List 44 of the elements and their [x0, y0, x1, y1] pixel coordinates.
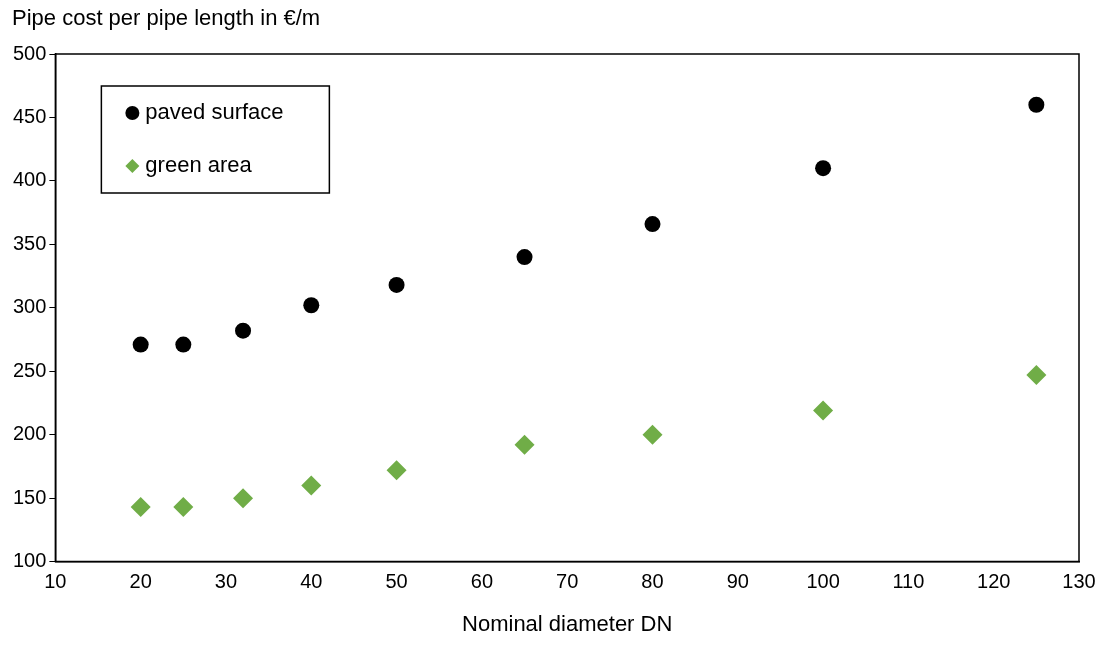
y-tick-label: 250: [12, 358, 47, 381]
y-tick-label: 200: [12, 422, 47, 445]
x-tick-label: 10: [44, 570, 67, 593]
x-axis-title: Nominal diameter DN: [462, 610, 673, 636]
point: [173, 497, 194, 518]
x-tick-label: 30: [214, 570, 238, 593]
point: [130, 497, 151, 518]
x-tick-label: 70: [556, 570, 579, 593]
y-tick-label: 500: [12, 41, 47, 64]
y-tick-label: 150: [12, 485, 47, 508]
x-tick-label: 120: [977, 570, 1011, 593]
x-tick-label: 130: [1062, 570, 1096, 593]
point: [642, 424, 663, 445]
point: [1026, 365, 1047, 386]
point: [132, 336, 149, 353]
x-tick-label: 20: [129, 570, 152, 593]
y-tick-label: 350: [12, 231, 47, 254]
y-axis-title: Pipe cost per pipe length in €/m: [12, 5, 321, 31]
legend-label: green area: [145, 152, 253, 178]
point: [516, 249, 533, 266]
point: [644, 216, 661, 233]
x-tick-label: 40: [300, 570, 323, 593]
y-tick-label: 400: [12, 168, 47, 191]
x-tick-label: 110: [892, 570, 925, 593]
point: [303, 297, 320, 314]
point: [233, 488, 254, 509]
x-tick-label: 50: [385, 570, 408, 593]
x-tick-label: 60: [470, 570, 494, 593]
y-tick-label: 100: [12, 549, 47, 572]
point: [301, 475, 322, 496]
legend-label: paved surface: [145, 99, 284, 125]
x-tick-label: 100: [806, 570, 840, 593]
x-tick-label: 80: [641, 570, 664, 593]
point: [813, 400, 834, 421]
point: [386, 460, 407, 481]
point: [514, 434, 535, 455]
point: [235, 322, 252, 339]
y-tick-label: 300: [12, 295, 47, 318]
y-tick-label: 450: [12, 104, 47, 127]
point: [175, 336, 192, 353]
x-tick-label: 90: [726, 570, 749, 593]
point: [815, 160, 832, 177]
point: [1028, 96, 1045, 113]
point: [388, 276, 405, 293]
